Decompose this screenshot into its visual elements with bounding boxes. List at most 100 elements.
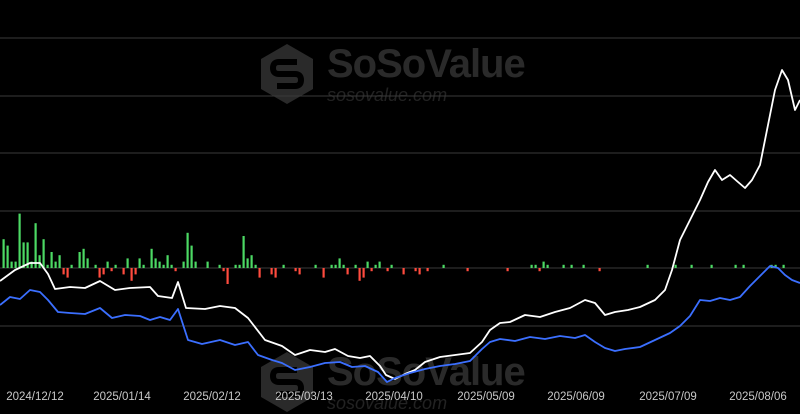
bar [110,268,113,272]
bar [390,264,393,268]
bar [538,268,541,272]
bar [402,268,405,275]
bar [414,268,417,272]
bar [194,261,197,268]
bar [86,258,89,268]
bar [150,248,153,268]
x-tick-label: 2025/06/09 [547,391,605,403]
white-line-series [0,69,800,380]
bar [282,264,285,268]
x-tick-label: 2025/05/09 [457,391,515,403]
bar [270,268,273,275]
bar [342,264,345,268]
bar [362,268,365,278]
bar [182,261,185,268]
bar [66,268,69,278]
watermark-url: sosovalue.com [327,85,448,105]
bar [130,268,133,281]
bar [370,268,373,272]
bar [94,264,97,268]
bar [30,261,33,268]
bar [242,236,245,268]
grid-lines [0,37,800,327]
bar [334,264,337,268]
bar [246,258,249,268]
bar [274,268,277,278]
bar [386,268,389,272]
bar [250,255,253,268]
bar [222,268,225,272]
bar [358,268,361,281]
x-tick-label: 2025/07/09 [639,391,697,403]
bar [70,264,73,268]
bar [82,248,85,268]
bar [534,264,537,268]
bar [742,264,745,268]
bar [378,261,381,268]
bar [34,223,37,268]
bar [134,268,137,275]
bar [426,268,429,272]
bar [6,245,9,268]
bar [366,261,369,268]
bar [58,255,61,268]
bar [166,255,169,268]
bar [42,239,45,268]
bar [114,264,117,268]
watermark-brand: SoSoValue [327,42,526,86]
bar [346,268,349,275]
bar [62,268,65,275]
bar-series [2,213,785,284]
bar [26,242,29,268]
bar [126,258,129,268]
bar [174,268,177,272]
bar [102,268,105,275]
bar [598,268,601,272]
bar [18,213,21,268]
bar [226,268,229,284]
bar [338,258,341,268]
bar [2,239,5,268]
bar [542,261,545,268]
bar [562,264,565,268]
bar [14,261,17,268]
bar [374,264,377,268]
bar [546,264,549,268]
bar [530,264,533,268]
x-tick-label: 2025/04/10 [365,391,423,403]
x-tick-label: 2025/01/14 [93,391,151,403]
bar [98,268,101,278]
bar [294,268,297,272]
bar [122,268,125,275]
bar [46,264,49,268]
bar [314,264,317,268]
bar [774,264,777,268]
bar [466,268,469,272]
bar [418,268,421,275]
bar [442,264,445,268]
bar [734,264,737,268]
bar [254,264,257,268]
bar [54,261,57,268]
bar [710,264,713,268]
bar [138,258,141,268]
bar [354,264,357,268]
x-tick-label: 2024/12/12 [6,391,64,403]
bar [142,264,145,268]
bar [218,264,221,268]
bar [322,268,325,278]
bar [162,264,165,268]
bar [50,252,53,268]
bar [10,261,13,268]
bar [674,264,677,268]
bar [206,261,209,268]
x-axis-ticks: 2024/12/12 2025/01/14 2025/02/12 2025/03/13… [6,391,787,403]
bar [646,264,649,268]
bar [782,264,785,268]
bar [186,232,189,268]
sosovalue-logo-icon [261,44,313,104]
watermark-top: SoSoValue sosovalue.com [257,42,526,106]
sosovalue-logo-icon [261,352,313,412]
bar [38,255,41,268]
bar [78,252,81,268]
